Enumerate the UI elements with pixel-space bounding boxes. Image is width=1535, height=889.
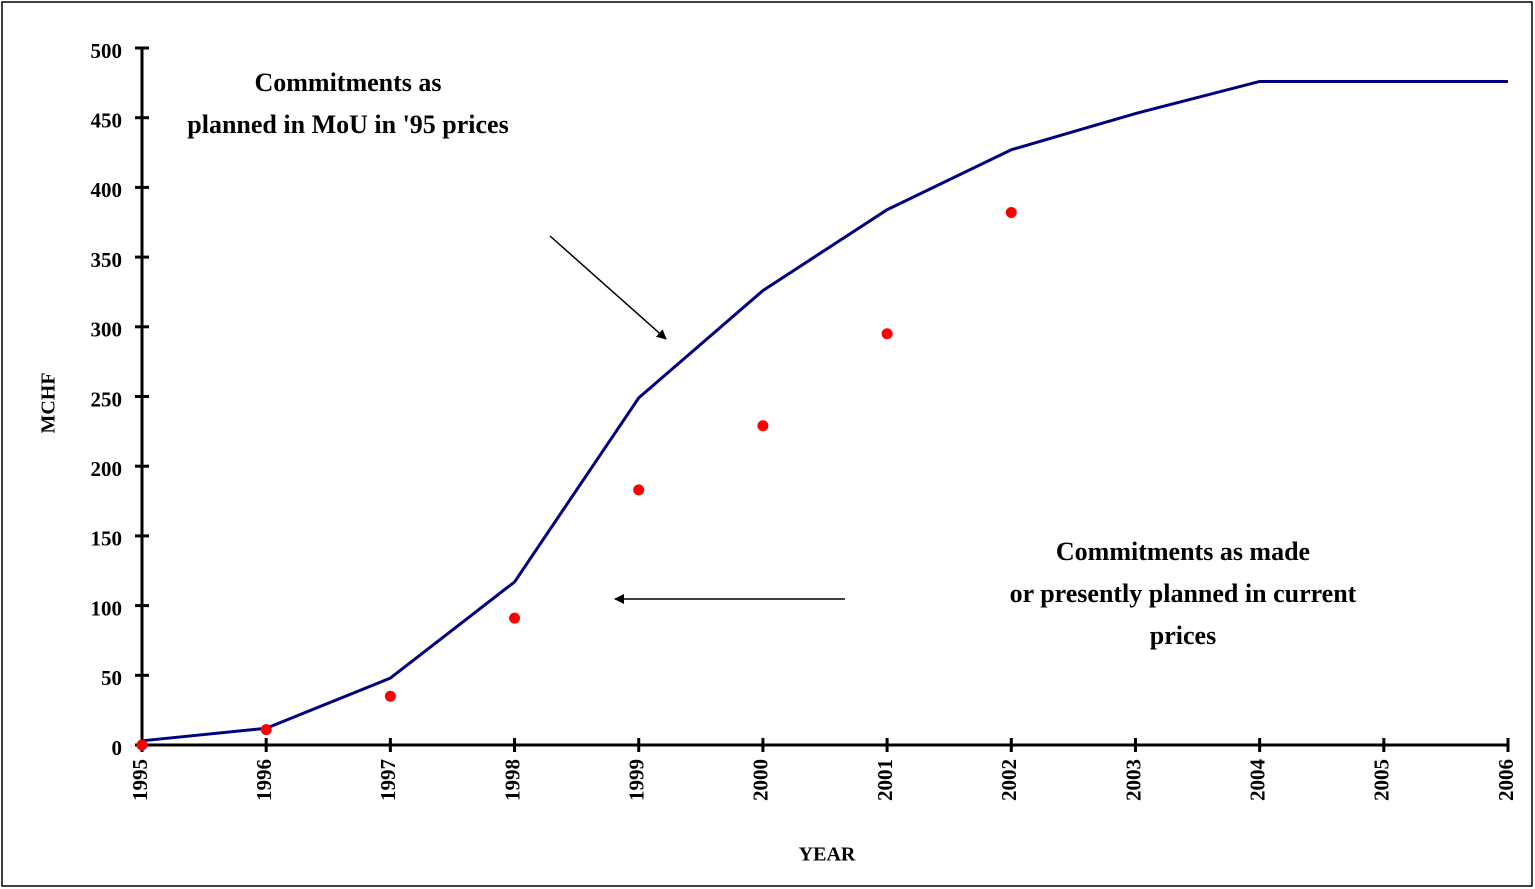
point [757,420,769,432]
point [260,724,272,736]
annotation: prices [1150,621,1216,650]
point [633,484,645,496]
x-tick-label: 2003 [1121,759,1145,801]
y-axis-label: MCHF [38,372,60,433]
point [509,612,521,624]
x-tick-label: 2004 [1245,759,1269,802]
y-tick-label: 350 [91,248,123,272]
y-tick-label: 0 [112,736,123,760]
x-tick-label: 1995 [128,759,152,801]
annotation: planned in MoU in '95 prices [187,110,508,139]
line [141,79,1508,743]
annotation: or presently planned in current [1010,579,1357,608]
point [136,739,148,751]
x-tick-label: 2000 [749,759,773,801]
arrow [549,235,667,340]
x-tick-label: 1998 [500,759,524,801]
y-tick-label: 250 [91,387,123,411]
y-tick-label: 200 [91,457,123,481]
point [384,690,396,702]
y-tick-label: 100 [91,596,123,620]
x-tick-label: 2006 [1494,759,1518,801]
x-tick-label: 1999 [625,759,649,801]
y-tick-label: 150 [91,527,123,551]
x-tick-label: 1997 [376,759,400,801]
x-tick-label: 2001 [873,759,897,801]
x-tick-label: 2005 [1370,759,1394,801]
y-tick-label: 500 [91,39,123,63]
y-tick-label: 400 [91,178,123,202]
y-tick-label: 450 [91,109,123,133]
x-tick-label: 2002 [997,759,1021,801]
x-tick-label: 1996 [252,759,276,801]
y-tick-label: 50 [101,666,122,690]
annotation: Commitments as [254,68,441,97]
x-axis-label: YEAR [799,844,856,866]
y-tick-label: 300 [91,318,123,342]
annotation: Commitments as made [1056,537,1310,566]
point [1005,206,1017,218]
point [881,328,893,340]
